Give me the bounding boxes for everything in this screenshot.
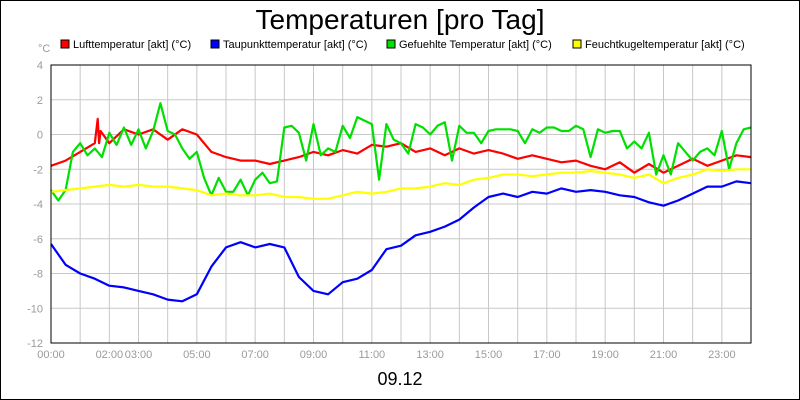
series-line-1 — [50, 117, 752, 174]
x-tick-label: 17:00 — [533, 349, 561, 361]
grid — [50, 64, 752, 344]
x-tick-label: 23:00 — [708, 349, 736, 361]
y-tick-label: -10 — [27, 303, 43, 315]
x-tick-label: 09:00 — [300, 349, 328, 361]
y-tick-label: -8 — [33, 269, 43, 281]
legend-swatch — [572, 39, 582, 49]
series-line-3 — [50, 102, 752, 202]
series-line-4 — [50, 168, 751, 200]
x-tick-label: 05:00 — [183, 349, 211, 361]
legend-swatch — [210, 39, 220, 49]
chart-title: Temperaturen [pro Tag] — [256, 4, 545, 35]
legend-label: Lufttemperatur [akt] (°C) — [73, 39, 191, 51]
x-tick-label: 03:00 — [125, 349, 153, 361]
y-tick-label: -6 — [33, 234, 43, 246]
x-tick-label: 19:00 — [591, 349, 619, 361]
x-tick-label: 13:00 — [416, 349, 444, 361]
legend-label: Gefuehlte Temperatur [akt] (°C) — [399, 39, 552, 51]
legend-swatch — [386, 39, 396, 49]
x-tick-label: 15:00 — [475, 349, 503, 361]
legend-label: Taupunkttemperatur [akt] (°C) — [223, 39, 367, 51]
y-tick-label: 0 — [37, 130, 43, 142]
x-tick-label: 02:00 — [96, 349, 124, 361]
series-layer — [50, 102, 752, 303]
y-tick-label: 4 — [37, 60, 43, 72]
legend-label: Feuchtkugeltemperatur [akt] (°C) — [585, 39, 745, 51]
legend-item-1: Lufttemperatur [akt] (°C) — [60, 39, 191, 51]
x-tick-label: 07:00 — [241, 349, 269, 361]
x-tick-label: 21:00 — [650, 349, 678, 361]
legend-item-3: Gefuehlte Temperatur [akt] (°C) — [386, 39, 552, 51]
legend-item-4: Feuchtkugeltemperatur [akt] (°C) — [572, 39, 745, 51]
y-tick-label: -12 — [27, 338, 43, 350]
legend-item-2: Taupunkttemperatur [akt] (°C) — [210, 39, 367, 51]
x-axis-label: 09.12 — [377, 369, 422, 389]
y-tick-label: 2 — [37, 95, 43, 107]
y-tick-label: -4 — [33, 199, 43, 211]
series-line-2 — [50, 180, 752, 303]
legend-swatch — [60, 39, 70, 49]
plot-border — [50, 64, 752, 344]
y-tick-label: -2 — [33, 164, 43, 176]
x-tick-label: 11:00 — [358, 349, 385, 361]
x-tick-label: 00:00 — [37, 349, 65, 361]
legend: Lufttemperatur [akt] (°C) Taupunkttempera… — [60, 39, 745, 51]
y-unit-label: °C — [38, 43, 50, 55]
